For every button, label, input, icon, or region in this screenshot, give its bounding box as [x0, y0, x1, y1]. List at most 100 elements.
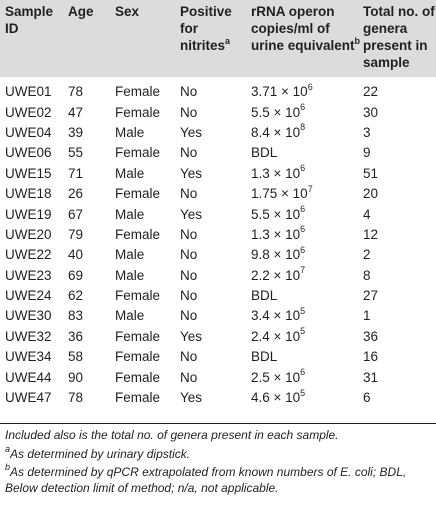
cell-sex: Male — [115, 165, 145, 181]
cell-sex: Male — [115, 308, 145, 324]
cell-sex: Female — [115, 84, 161, 100]
table-row: UWE15 71 Male Yes 1.3 × 106 51 — [0, 164, 436, 184]
table-row: UWE23 69 Male No 2.2 × 107 8 — [0, 266, 436, 286]
cell-age: 79 — [68, 226, 84, 242]
cell-total-genera: 16 — [363, 349, 379, 365]
cell-rrna-copies: 1.75 × 107 — [251, 183, 313, 202]
exponent: 6 — [300, 244, 306, 255]
cell-total-genera: 3 — [363, 124, 371, 140]
cell-sample-id: UWE02 — [5, 104, 52, 120]
exponent: 6 — [300, 102, 306, 113]
table-header: Sample ID Age Sex Positive for nitritesa… — [0, 0, 436, 77]
col-rrna-operon-copies: rRNA operon copies/ml of urine equivalen… — [251, 0, 363, 77]
cell-rrna-copies: 2.5 × 106 — [251, 367, 306, 385]
cell-age: 78 — [68, 84, 84, 100]
cell-age: 69 — [68, 267, 84, 283]
cell-rrna-copies: BDL — [251, 349, 278, 365]
cell-nitrites: Yes — [180, 165, 203, 181]
cell-nitrites: Yes — [180, 328, 203, 344]
cell-age: 55 — [68, 145, 84, 161]
cell-sample-id: UWE30 — [5, 308, 52, 324]
cell-sex: Male — [115, 206, 145, 222]
cell-sample-id: UWE20 — [5, 226, 52, 242]
col-positive-for-nitrites: Positive for nitritesa — [180, 0, 251, 77]
cell-age: 47 — [68, 104, 84, 120]
cell-total-genera: 36 — [363, 328, 379, 344]
cell-rrna-copies: 5.5 × 106 — [251, 204, 306, 222]
table-row: UWE44 90 Female No 2.5 × 106 31 — [0, 367, 436, 387]
cell-sample-id: UWE32 — [5, 328, 52, 344]
cell-total-genera: 30 — [363, 104, 379, 120]
cell-sex: Female — [115, 145, 161, 161]
table-bottom-rule — [0, 423, 436, 424]
exponent: 7 — [300, 265, 306, 276]
cell-total-genera: 2 — [363, 247, 371, 263]
exponent: 5 — [300, 305, 306, 316]
cell-sex: Male — [115, 267, 145, 283]
cell-nitrites: No — [180, 84, 198, 100]
cell-age: 67 — [68, 206, 84, 222]
cell-sample-id: UWE19 — [5, 206, 52, 222]
cell-sample-id: UWE47 — [5, 390, 52, 406]
cell-nitrites: No — [180, 267, 198, 283]
table-row: UWE20 79 Female No 1.3 × 106 12 — [0, 225, 436, 245]
footnote-marker-b: b — [354, 35, 361, 46]
table-row: UWE32 36 Female Yes 2.4 × 105 36 — [0, 327, 436, 347]
cell-sample-id: UWE04 — [5, 124, 52, 140]
exponent: 6 — [300, 224, 306, 235]
exponent: 5 — [300, 326, 306, 337]
cell-rrna-copies: 9.8 × 106 — [251, 244, 306, 263]
cell-age: 58 — [68, 349, 84, 365]
cell-nitrites: No — [180, 369, 198, 385]
cell-sex: Female — [115, 104, 161, 120]
cell-age: 90 — [68, 369, 84, 385]
cell-total-genera: 12 — [363, 226, 379, 242]
cell-nitrites: Yes — [180, 390, 203, 406]
cell-sex: Female — [115, 186, 161, 202]
table-row: UWE47 78 Female Yes 4.6 × 105 6 — [0, 388, 436, 408]
table-row: UWE18 26 Female No 1.75 × 107 20 — [0, 184, 436, 204]
cell-sample-id: UWE34 — [5, 349, 52, 365]
col-age: Age — [68, 0, 115, 77]
cell-total-genera: 4 — [363, 206, 371, 222]
table-row: UWE34 58 Female No BDL 16 — [0, 347, 436, 367]
cell-sample-id: UWE23 — [5, 267, 52, 283]
cell-total-genera: 31 — [363, 369, 379, 385]
cell-age: 78 — [68, 390, 84, 406]
cell-nitrites: No — [180, 145, 198, 161]
exponent: 5 — [300, 387, 306, 398]
cell-sample-id: UWE06 — [5, 145, 52, 161]
cell-age: 71 — [68, 165, 84, 181]
cell-nitrites: No — [180, 186, 198, 202]
table-row: UWE19 67 Male Yes 5.5 × 106 4 — [0, 204, 436, 224]
cell-rrna-copies: 2.4 × 105 — [251, 326, 306, 344]
cell-total-genera: 9 — [363, 145, 371, 161]
cell-rrna-copies: BDL — [251, 288, 278, 304]
table-row: UWE02 47 Female No 5.5 × 106 30 — [0, 102, 436, 122]
cell-age: 40 — [68, 247, 84, 263]
cell-rrna-copies: 4.6 × 105 — [251, 387, 306, 406]
cell-rrna-copies: BDL — [251, 145, 278, 161]
cell-sample-id: UWE44 — [5, 369, 52, 385]
col-sample-id: Sample ID — [0, 0, 68, 77]
cell-nitrites: No — [180, 104, 198, 120]
cell-nitrites: No — [180, 226, 198, 242]
cell-sex: Female — [115, 288, 161, 304]
cell-sex: Female — [115, 226, 161, 242]
cell-nitrites: Yes — [180, 124, 203, 140]
cell-age: 36 — [68, 328, 84, 344]
cell-sex: Female — [115, 328, 161, 344]
footnote-general: Included also is the total no. of genera… — [5, 428, 339, 442]
cell-age: 83 — [68, 308, 84, 324]
cell-rrna-copies: 3.4 × 105 — [251, 305, 306, 324]
table-row: UWE22 40 Male No 9.8 × 106 2 — [0, 245, 436, 265]
cell-nitrites: Yes — [180, 206, 203, 222]
cell-total-genera: 6 — [363, 390, 371, 406]
table-footnotes: Included also is the total no. of genera… — [5, 428, 431, 499]
cell-rrna-copies: 1.3 × 106 — [251, 224, 306, 242]
table-row: UWE24 62 Female No BDL 27 — [0, 286, 436, 306]
footnote-marker-a: a — [225, 35, 231, 46]
cell-nitrites: No — [180, 349, 198, 365]
col-sex: Sex — [115, 0, 180, 77]
cell-nitrites: No — [180, 288, 198, 304]
